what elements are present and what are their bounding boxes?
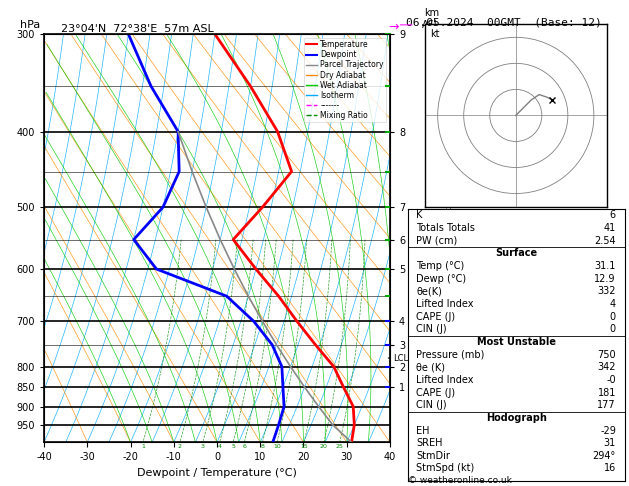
Text: 0: 0 (610, 324, 616, 334)
Text: 0: 0 (610, 312, 616, 322)
Text: 20: 20 (320, 444, 328, 449)
Text: 25: 25 (336, 444, 343, 449)
X-axis label: Dewpoint / Temperature (°C): Dewpoint / Temperature (°C) (137, 468, 297, 478)
Text: StmDir: StmDir (416, 451, 450, 461)
Text: Most Unstable: Most Unstable (477, 337, 555, 347)
Text: 6: 6 (610, 210, 616, 220)
Text: Dewp (°C): Dewp (°C) (416, 274, 466, 284)
Text: 4: 4 (218, 444, 221, 449)
Text: Mixing Ratio (g/kg): Mixing Ratio (g/kg) (445, 198, 454, 278)
Text: kt: kt (430, 29, 440, 39)
Text: SREH: SREH (416, 438, 443, 448)
Text: 4: 4 (610, 299, 616, 309)
Text: θe (K): θe (K) (416, 362, 445, 372)
Text: →: → (388, 20, 399, 34)
Text: 294°: 294° (593, 451, 616, 461)
Text: EH: EH (416, 426, 430, 435)
Text: 41: 41 (604, 223, 616, 233)
Text: 12.9: 12.9 (594, 274, 616, 284)
Text: km
ASL: km ASL (422, 8, 441, 30)
Text: 342: 342 (598, 362, 616, 372)
Text: 10: 10 (273, 444, 281, 449)
Text: 1: 1 (141, 444, 145, 449)
Text: Pressure (mb): Pressure (mb) (416, 349, 485, 360)
Text: 31: 31 (604, 438, 616, 448)
Text: -0: -0 (606, 375, 616, 385)
Text: Lifted Index: Lifted Index (416, 299, 474, 309)
Text: CAPE (J): CAPE (J) (416, 387, 455, 398)
Text: 06.05.2024  00GMT  (Base: 12): 06.05.2024 00GMT (Base: 12) (406, 17, 601, 27)
Text: Surface: Surface (495, 248, 537, 258)
Text: Hodograph: Hodograph (486, 413, 547, 423)
Text: 6: 6 (242, 444, 247, 449)
Text: 16: 16 (604, 464, 616, 473)
Text: Totals Totals: Totals Totals (416, 223, 475, 233)
Text: 31.1: 31.1 (594, 261, 616, 271)
Text: K: K (416, 210, 423, 220)
Text: 3: 3 (201, 444, 205, 449)
Text: LCL: LCL (394, 353, 409, 363)
Text: hPa: hPa (19, 20, 40, 30)
Legend: Temperature, Dewpoint, Parcel Trajectory, Dry Adiabat, Wet Adiabat, Isotherm, --: Temperature, Dewpoint, Parcel Trajectory… (304, 38, 386, 122)
Text: CIN (J): CIN (J) (416, 324, 447, 334)
Text: 2.54: 2.54 (594, 236, 616, 245)
Text: 332: 332 (598, 286, 616, 296)
Text: PW (cm): PW (cm) (416, 236, 457, 245)
Text: StmSpd (kt): StmSpd (kt) (416, 464, 474, 473)
Text: CIN (J): CIN (J) (416, 400, 447, 410)
Text: 8: 8 (260, 444, 264, 449)
Text: 177: 177 (598, 400, 616, 410)
Text: 23°04'N  72°38'E  57m ASL: 23°04'N 72°38'E 57m ASL (62, 24, 214, 34)
Text: © weatheronline.co.uk: © weatheronline.co.uk (408, 476, 511, 485)
Text: Temp (°C): Temp (°C) (416, 261, 465, 271)
Text: Lifted Index: Lifted Index (416, 375, 474, 385)
Text: θe(K): θe(K) (416, 286, 442, 296)
Text: 750: 750 (598, 349, 616, 360)
Text: -29: -29 (600, 426, 616, 435)
Text: 5: 5 (231, 444, 235, 449)
Text: 15: 15 (300, 444, 308, 449)
Text: |: | (399, 20, 412, 25)
Text: CAPE (J): CAPE (J) (416, 312, 455, 322)
Text: 181: 181 (598, 387, 616, 398)
Text: 2: 2 (178, 444, 182, 449)
